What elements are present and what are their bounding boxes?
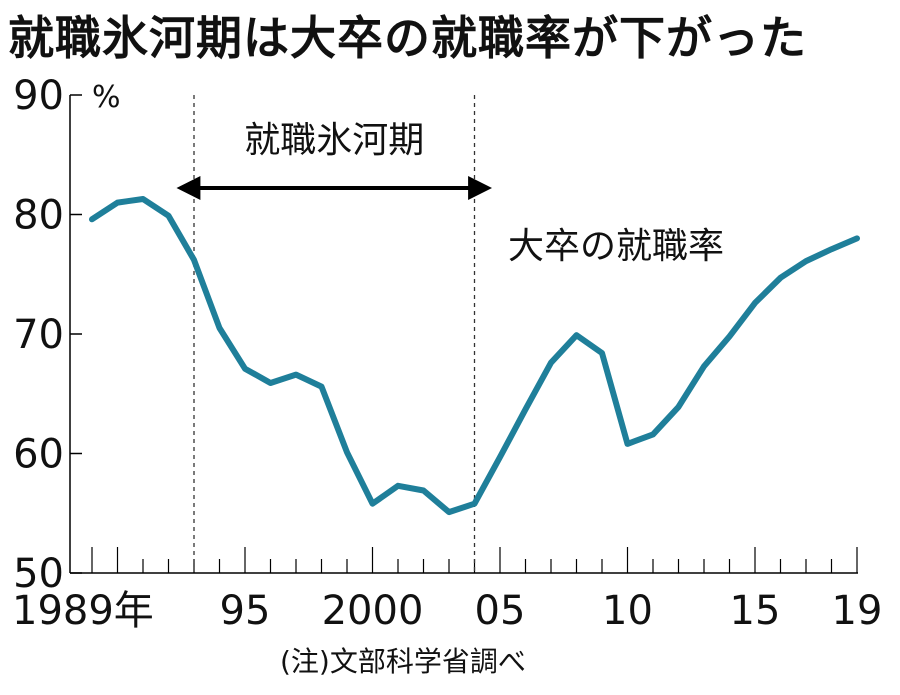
x-tick-label: 10 bbox=[602, 588, 653, 634]
y-axis-unit: % bbox=[92, 80, 121, 115]
series-label: 大卒の就職率 bbox=[508, 226, 724, 267]
x-tick-label: 95 bbox=[220, 588, 271, 634]
y-tick-label: 90 bbox=[13, 73, 64, 119]
x-tick-label: 2000 bbox=[322, 588, 424, 634]
y-tick-label: 50 bbox=[13, 551, 64, 597]
y-tick-label: 60 bbox=[13, 432, 64, 478]
source-note: (注)文部科学省調べ bbox=[280, 645, 526, 678]
x-tick-label: 1989年 bbox=[12, 588, 154, 634]
x-tick-label: 19 bbox=[832, 588, 883, 634]
y-tick-label: 80 bbox=[13, 193, 64, 239]
axes: 50 60 70 80 90 % 1989年 95 2000 05 10 15 19 bbox=[12, 73, 882, 634]
x-tick-label: 05 bbox=[475, 588, 526, 634]
range-label: 就職氷河期 bbox=[244, 120, 424, 161]
y-tick-label: 70 bbox=[13, 312, 64, 358]
x-tick-label: 15 bbox=[730, 588, 781, 634]
annotations: 就職氷河期 bbox=[176, 95, 493, 573]
series-layer: 大卒の就職率 bbox=[89, 196, 860, 516]
chart-title: 就職氷河期は大卒の就職率が下がった bbox=[8, 11, 807, 65]
